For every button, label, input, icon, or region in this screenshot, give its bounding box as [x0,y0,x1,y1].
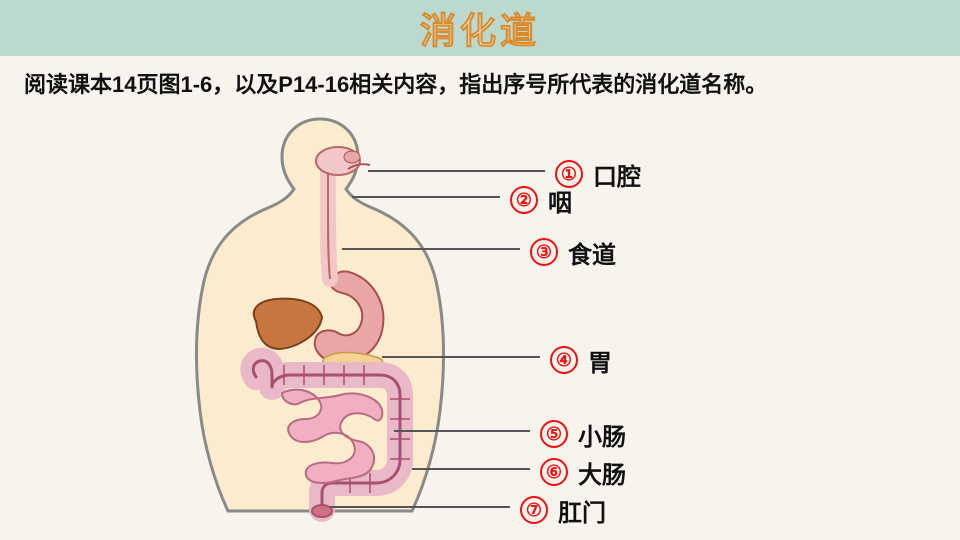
label-text-1: 口腔 [593,157,641,192]
label-6: ⑥ 大肠 [540,455,626,490]
label-layer: ①口腔②咽③食道④胃⑤小肠⑥大肠⑦肛门 [0,111,960,531]
label-text-3: 食道 [568,235,616,270]
label-number-3: ③ [530,238,558,266]
label-3: ③ 食道 [530,235,616,270]
label-number-4: ④ [550,346,578,374]
label-5: ⑤ 小肠 [540,417,626,452]
leader-line-6 [412,468,530,470]
label-number-7: ⑦ [520,496,548,524]
label-text-5: 小肠 [578,417,626,452]
leader-line-3 [342,248,520,250]
label-number-6: ⑥ [540,458,568,486]
label-number-5: ⑤ [540,420,568,448]
label-text-4: 胃 [588,343,612,378]
leader-line-2 [352,196,500,198]
label-2: ②咽 [510,183,572,218]
label-text-7: 肛门 [558,493,606,528]
leader-line-4 [382,356,540,358]
label-text-2: 咽 [548,183,572,218]
label-4: ④胃 [550,343,612,378]
title-banner: 消化道 [0,0,960,56]
diagram-stage: ①口腔②咽③食道④胃⑤小肠⑥大肠⑦肛门 [0,111,960,531]
label-7: ⑦ 肛门 [520,493,606,528]
instruction-text: 阅读课本14页图1-6，以及P14-16相关内容，指出序号所代表的消化道名称。 [0,56,960,111]
leader-line-1 [368,170,545,172]
leader-line-5 [394,430,530,432]
label-text-6: 大肠 [578,455,626,490]
page-title: 消化道 [420,2,540,54]
label-number-2: ② [510,186,538,214]
leader-line-7 [330,506,510,508]
